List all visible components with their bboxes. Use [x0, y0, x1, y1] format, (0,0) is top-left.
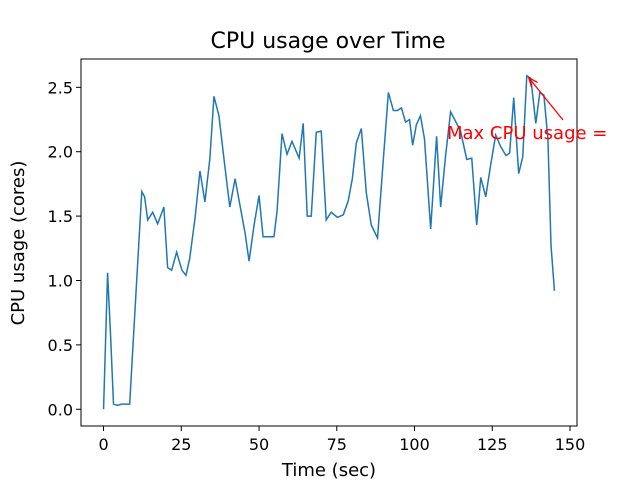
y-tick-label: 0.0: [48, 400, 73, 419]
x-tick-label: 25: [171, 435, 191, 454]
x-tick-label: 50: [249, 435, 269, 454]
y-tick-label: 2.5: [48, 78, 73, 97]
y-tick-label: 1.0: [48, 271, 73, 290]
chart-title: CPU usage over Time: [211, 29, 446, 54]
y-tick-label: 2.0: [48, 143, 73, 162]
annotation-text: Max CPU usage =: [447, 123, 607, 144]
annotation-arrow: [528, 77, 564, 121]
plot-frame: [80, 58, 578, 427]
x-tick-label: 100: [399, 435, 430, 454]
x-axis-label: Time (sec): [281, 460, 376, 480]
x-tick-label: 75: [327, 435, 347, 454]
y-tick-label: 0.5: [48, 336, 73, 355]
y-tick-label: 1.5: [48, 207, 73, 226]
y-axis-label: CPU usage (cores): [8, 161, 29, 326]
x-tick-label: 0: [98, 435, 108, 454]
annotation-arrowhead: [527, 76, 538, 88]
x-tick-label: 150: [555, 435, 586, 454]
x-tick-label: 125: [477, 435, 508, 454]
line-series: [102, 74, 556, 410]
